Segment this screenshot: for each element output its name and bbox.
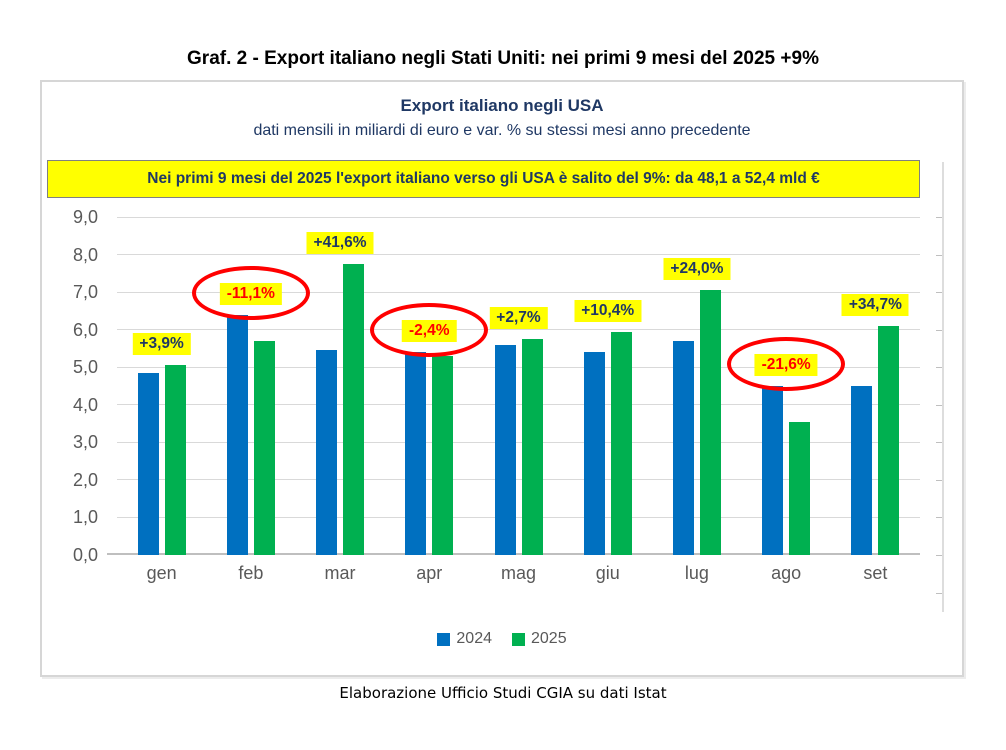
gridline bbox=[117, 366, 920, 368]
bar-2025-feb bbox=[253, 340, 275, 555]
x-tick-label-giu: giu bbox=[595, 563, 620, 583]
gridline bbox=[117, 479, 920, 481]
highlight-circle-feb bbox=[191, 265, 310, 320]
highlight-circle-apr bbox=[370, 303, 489, 358]
bar-2025-gen bbox=[164, 365, 186, 555]
chart-frame: Export italiano negli USA dati mensili i… bbox=[40, 80, 964, 677]
bar-2024-mar bbox=[316, 350, 338, 555]
value-label-mar: +41,6% bbox=[306, 231, 374, 254]
legend-label-2024: 2024 bbox=[456, 630, 492, 647]
secondary-axis-tick bbox=[936, 329, 942, 331]
chart-title: Export italiano negli USA bbox=[400, 96, 604, 115]
x-tick-label-mag: mag bbox=[500, 563, 536, 583]
legend-item-2025: 2025 bbox=[512, 630, 567, 648]
bar-2024-ago bbox=[762, 386, 784, 555]
page-title: Graf. 2 - Export italiano negli Stati Un… bbox=[187, 48, 819, 69]
bar-2024-apr bbox=[405, 352, 427, 555]
x-tick-label-feb: feb bbox=[238, 563, 264, 583]
bar-2024-lug bbox=[672, 340, 694, 555]
y-tick-label: 9,0 bbox=[72, 207, 98, 227]
bar-2025-set bbox=[878, 325, 900, 555]
bar-2024-giu bbox=[583, 352, 605, 555]
value-label-giu: +10,4% bbox=[574, 299, 642, 322]
x-tick-label-gen: gen bbox=[146, 563, 177, 583]
gridline bbox=[117, 254, 920, 256]
gridline bbox=[117, 216, 920, 218]
source-caption: Elaborazione Ufficio Studi CGIA su dati … bbox=[339, 684, 667, 702]
y-tick-label: 7,0 bbox=[72, 282, 98, 303]
secondary-axis-tick bbox=[936, 217, 942, 218]
y-tick-label: 8,0 bbox=[72, 244, 98, 265]
gridline bbox=[117, 404, 920, 406]
bar-2024-mag bbox=[494, 344, 516, 555]
bar-2025-giu bbox=[610, 331, 632, 555]
secondary-axis-line bbox=[942, 162, 944, 612]
plot-area: +3,9% -11,1% +41,6% -2,4% +2,7% +10,4% +24,0% -… bbox=[107, 216, 920, 555]
gridline bbox=[117, 516, 920, 518]
bar-2024-feb bbox=[226, 314, 248, 555]
legend-item-2024: 2024 bbox=[437, 630, 492, 648]
chart-subtitle: dati mensili in miliardi di euro e var. … bbox=[253, 122, 751, 139]
gridline bbox=[117, 291, 920, 293]
value-label-apr: -2,4% bbox=[402, 320, 457, 343]
highlight-banner: Nei primi 9 mesi del 2025 l'export itali… bbox=[47, 160, 920, 198]
y-tick-label: 2,0 bbox=[72, 469, 98, 490]
value-label-feb: -11,1% bbox=[219, 282, 282, 305]
x-axis-labels: gen feb mar apr mag giu lug ago set bbox=[117, 563, 920, 589]
value-label-mag: +2,7% bbox=[489, 307, 548, 330]
bar-2025-apr bbox=[432, 355, 454, 555]
secondary-axis-tick bbox=[936, 254, 942, 256]
y-tick-label: 6,0 bbox=[72, 319, 98, 340]
y-tick-label: 5,0 bbox=[72, 357, 98, 378]
legend-label-2025: 2025 bbox=[531, 630, 567, 647]
value-label-gen: +3,9% bbox=[132, 333, 191, 356]
bar-2025-mag bbox=[521, 339, 543, 555]
x-tick-label-mar: mar bbox=[324, 563, 356, 583]
x-tick-label-set: set bbox=[863, 563, 888, 583]
secondary-axis-tick bbox=[936, 404, 942, 406]
x-tick-label-ago: ago bbox=[771, 563, 802, 583]
value-label-ago: -21,6% bbox=[754, 354, 818, 376]
secondary-axis-tick bbox=[936, 442, 942, 444]
y-axis-labels: 9,0 8,0 7,0 6,0 5,0 4,0 3,0 2,0 1,0 0,0 bbox=[42, 207, 108, 565]
x-tick-label-apr: apr bbox=[416, 563, 443, 583]
x-tick-label-lug: lug bbox=[684, 563, 709, 583]
gridline bbox=[117, 441, 920, 443]
secondary-axis-tick bbox=[936, 367, 942, 369]
bar-2024-set bbox=[851, 386, 873, 555]
bar-2024-gen bbox=[137, 372, 159, 555]
secondary-axis-tick bbox=[936, 517, 942, 519]
bar-2025-ago bbox=[789, 421, 811, 555]
y-tick-label: 1,0 bbox=[72, 507, 98, 528]
legend-swatch-2025 bbox=[512, 632, 525, 646]
y-tick-label: 0,0 bbox=[72, 545, 98, 565]
bar-2025-lug bbox=[699, 290, 721, 555]
legend: 2024 2025 bbox=[42, 630, 962, 648]
value-label-set: +34,7% bbox=[841, 293, 909, 316]
secondary-axis-tick bbox=[936, 479, 942, 481]
secondary-axis-tick bbox=[936, 592, 942, 594]
value-label-lug: +24,0% bbox=[663, 258, 731, 281]
gridline bbox=[117, 329, 920, 331]
legend-swatch-2024 bbox=[437, 632, 451, 646]
secondary-axis-tick bbox=[936, 292, 942, 294]
highlight-circle-ago bbox=[727, 337, 846, 391]
secondary-axis-tick bbox=[936, 555, 942, 556]
y-tick-label: 3,0 bbox=[72, 432, 98, 453]
y-tick-label: 4,0 bbox=[72, 394, 98, 415]
bar-2025-mar bbox=[343, 263, 365, 555]
